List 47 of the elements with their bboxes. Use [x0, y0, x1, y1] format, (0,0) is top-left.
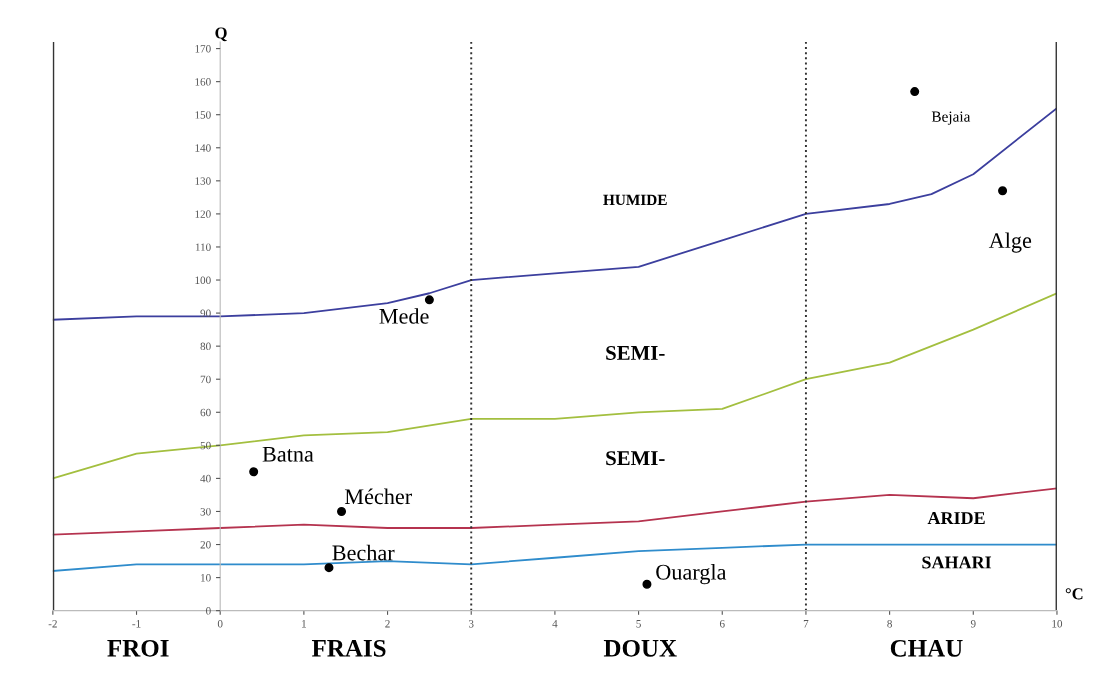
annotation: SEMI- [606, 345, 665, 360]
x-tick-label: 6 [719, 620, 725, 628]
y-tick-label: 10 [201, 574, 211, 582]
y-tick-label: 100 [195, 276, 211, 284]
y-tick-label: 40 [200, 474, 211, 483]
x-tick-label: 5 [636, 620, 641, 628]
series-label: Ouargla [656, 563, 727, 585]
x-tick-label: 8 [887, 620, 892, 628]
y-tick-label: 140 [195, 144, 211, 152]
x-tick-label: 10 [1052, 620, 1063, 628]
text: CHAU [890, 639, 963, 657]
y-tick-label: 70 [200, 375, 211, 384]
x-tick-label: -1 [132, 620, 141, 628]
y-tick-label: 120 [195, 210, 211, 218]
y-tick-label: 20 [200, 540, 211, 549]
annotation: SAHARI [922, 556, 992, 569]
text: DOUX [603, 639, 677, 657]
y-tick-label: 130 [195, 177, 211, 185]
y-tick-label: 60 [200, 408, 211, 417]
series-label: Alge [988, 232, 1032, 253]
series-label: Mécher [344, 488, 412, 505]
series-label: Bejaia [931, 111, 971, 125]
x-tick-label: 4 [552, 620, 558, 628]
text: FROI [107, 639, 169, 657]
y-tick-label: 170 [195, 45, 211, 53]
y-tick-label: 150 [195, 111, 211, 119]
series-label: Mede [379, 308, 429, 324]
annotation: ARIDE [927, 512, 985, 525]
y-tick-label: 160 [195, 78, 211, 86]
annotation: HUMIDE [603, 194, 667, 206]
y-tick-label: 30 [200, 507, 211, 516]
annotation: SEMI- [606, 451, 665, 466]
x-tick-label: 2 [385, 620, 390, 628]
x-tick-label: 7 [803, 620, 809, 628]
text: FRAIS [311, 639, 386, 657]
x-axis-title: °C [1065, 588, 1083, 600]
x-tick-label: 0 [217, 620, 223, 628]
x-tick-label: 1 [302, 620, 306, 628]
x-tick-label: -2 [48, 620, 57, 628]
y-axis-title: Q [215, 27, 227, 42]
x-tick-label: 9 [970, 620, 976, 628]
y-tick-label: 110 [195, 243, 211, 251]
series-label: Bechar [332, 544, 395, 561]
x-tick-label: 3 [468, 620, 474, 628]
y-tick-label: 0 [206, 607, 211, 615]
series-label: Batna [262, 446, 314, 462]
y-tick-label: 80 [200, 342, 211, 351]
